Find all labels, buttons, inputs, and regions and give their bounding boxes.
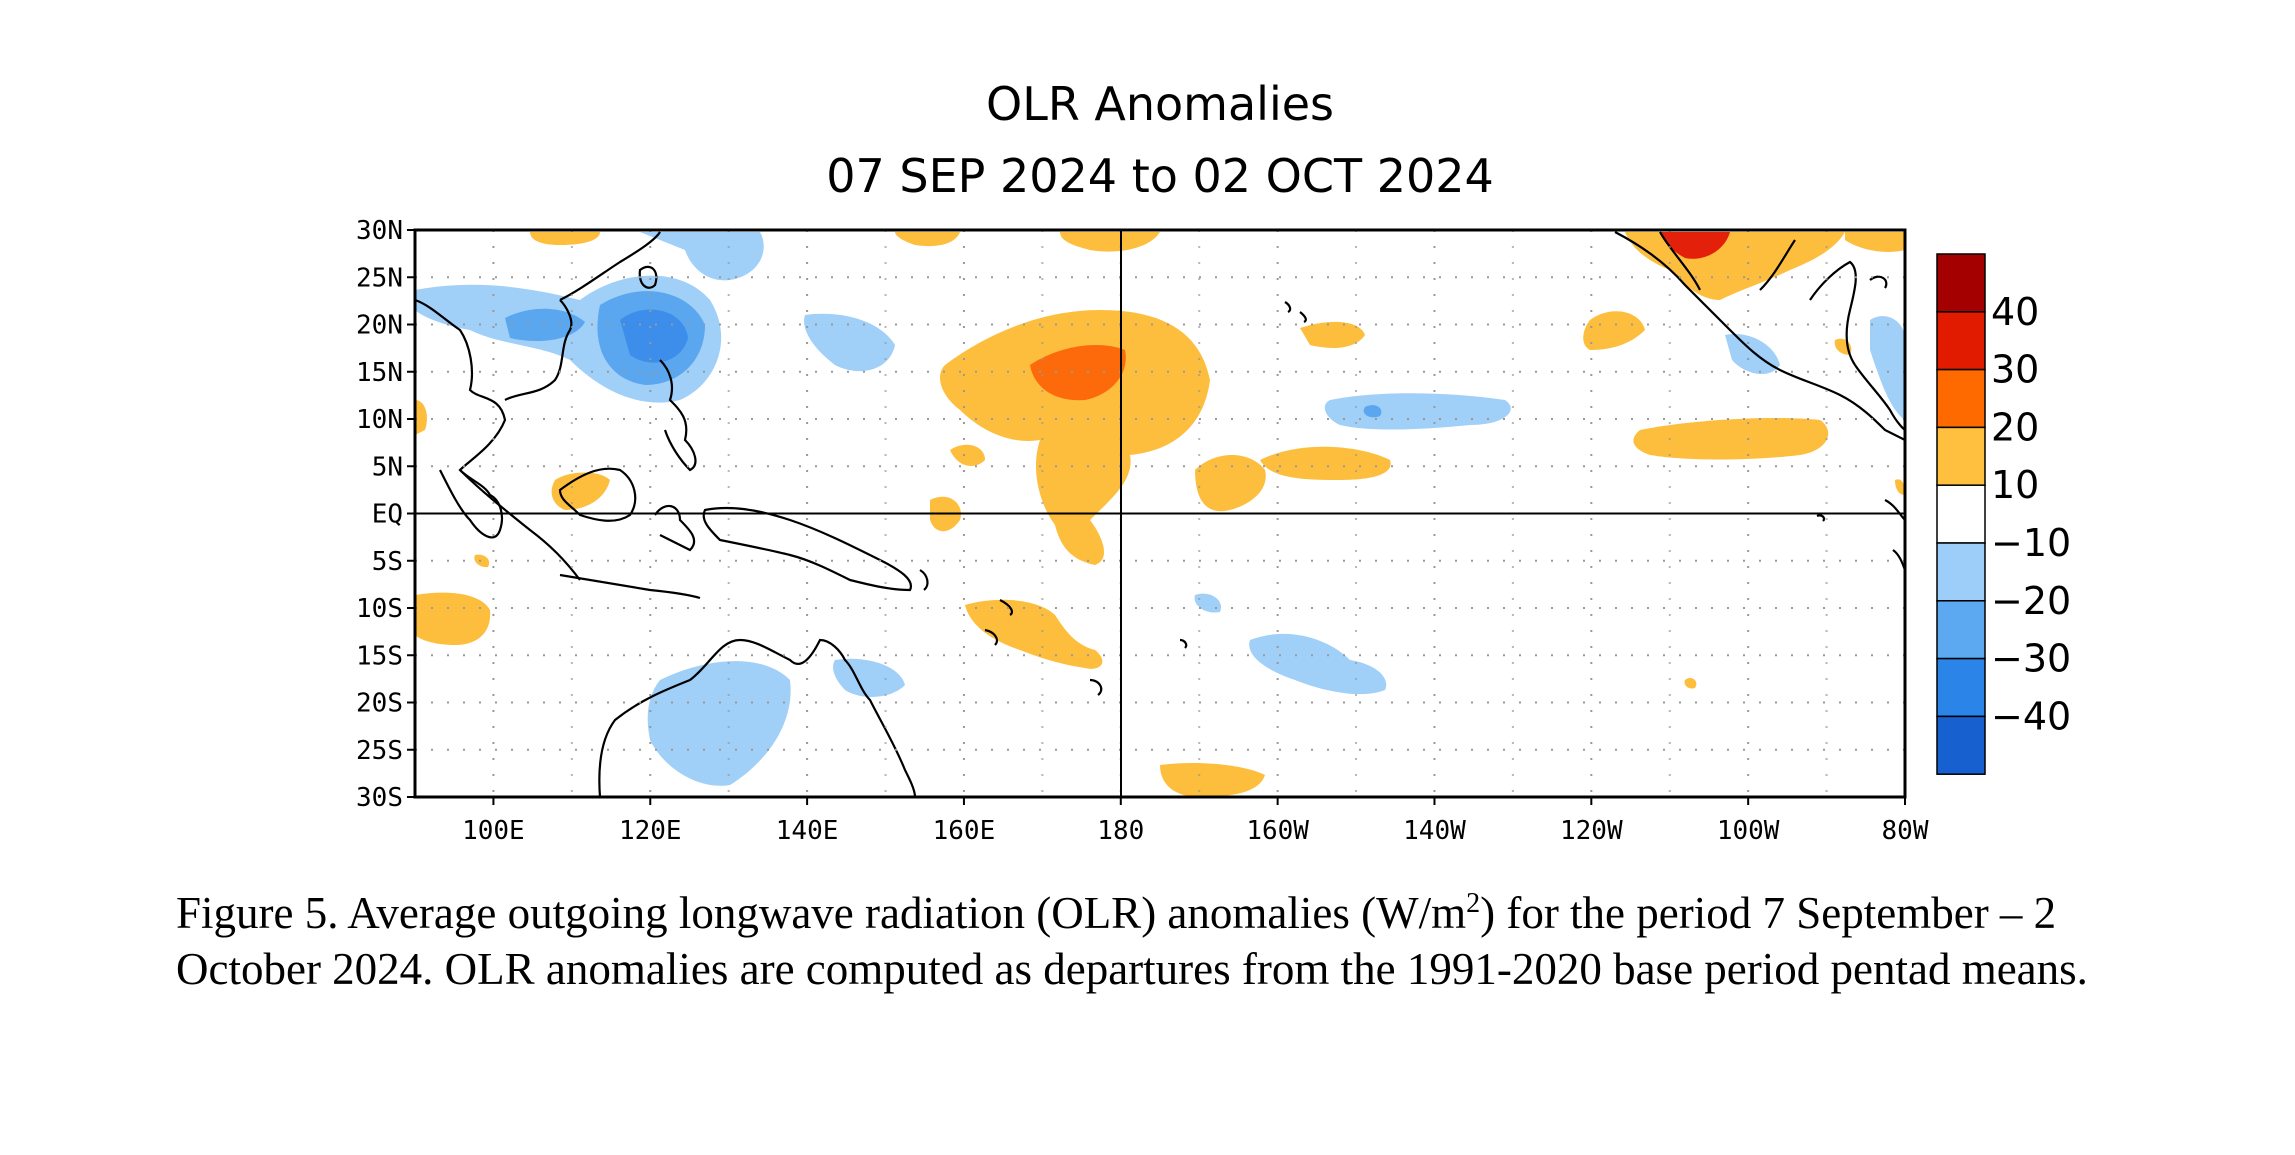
negative-anomaly-australia: [647, 661, 791, 786]
lat-label-15s: 15S: [356, 641, 403, 671]
colorbar-segment: [1936, 484, 1986, 544]
coastline-sulawesi: [654, 504, 696, 552]
caption-superscript: 2: [1466, 888, 1481, 919]
negative-anomaly-south-china-sea: [804, 313, 895, 372]
coastline-australia: [598, 638, 917, 797]
lat-label-eq: EQ: [372, 500, 403, 530]
negative-anomaly-south-pacific: [1249, 633, 1387, 695]
lat-label-5s: 5S: [372, 547, 403, 577]
coastline-java: [559, 573, 701, 600]
lat-label-15n: 15N: [356, 358, 403, 388]
positive-anomaly-coral-sea: [965, 599, 1103, 669]
map-title: OLR Anomalies: [986, 77, 1334, 131]
coastline-sumatra: [459, 469, 581, 581]
coastline-mexico-east: [1759, 239, 1857, 366]
lat-label-30s: 30S: [356, 783, 403, 813]
lon-label-140w: 140W: [1403, 816, 1466, 846]
lat-label-25s: 25S: [356, 736, 403, 766]
positive-anomaly-central-pacific: [1195, 455, 1266, 512]
colorbar-segment: [1936, 426, 1986, 486]
olr-anomaly-shading: [415, 232, 1905, 797]
figure-caption: Figure 5. Average outgoing longwave radi…: [176, 885, 2136, 997]
positive-anomaly-hawaii: [1300, 321, 1365, 348]
map-date-range: 07 SEP 2024 to 02 OCT 2024: [826, 149, 1494, 203]
colorbar-label: 30: [1991, 348, 2039, 392]
caption-text-part1: Figure 5. Average outgoing longwave radi…: [176, 888, 1467, 938]
coastline-north-america: [1614, 231, 1905, 441]
lat-label-20n: 20N: [356, 311, 403, 341]
lat-label-5n: 5N: [372, 452, 403, 482]
colorbar-label: −20: [1991, 579, 2071, 623]
lat-label-25n: 25N: [356, 263, 403, 293]
coastline-taiwan: [638, 265, 658, 289]
colorbar-segment: [1936, 657, 1986, 718]
lon-label-140e: 140E: [776, 816, 839, 846]
negative-anomaly-central-pacific-10n: [1324, 393, 1511, 430]
positive-anomaly-south-central: [1160, 763, 1265, 797]
negative-anomaly-north: [640, 232, 764, 281]
lat-label-20s: 20S: [356, 689, 403, 719]
lon-label-120e: 120E: [619, 816, 682, 846]
longitude-labels: 100E 120E 140E 160E 180 160W 140W 120W 100W 80W: [462, 816, 1929, 846]
lon-label-80w: 80W: [1882, 816, 1929, 846]
lat-label-10s: 10S: [356, 594, 403, 624]
lon-label-120w: 120W: [1560, 816, 1623, 846]
colorbar-segment: [1936, 311, 1986, 371]
coastline-new-guinea: [702, 506, 913, 592]
lat-label-10n: 10N: [356, 405, 403, 435]
colorbar-label: 40: [1991, 290, 2039, 334]
lat-label-30n: 30N: [356, 216, 403, 246]
colorbar-segment: [1936, 253, 1986, 313]
negative-anomaly-central-america: [1725, 334, 1780, 375]
caption-text-part2: ) for the period 7 September – 2 October…: [176, 888, 2088, 994]
lon-label-100e: 100E: [462, 816, 525, 846]
colorbar-segment: [1936, 600, 1986, 660]
positive-anomaly-bay-bengal: [415, 400, 427, 435]
colorbar-label: 20: [1991, 405, 2039, 449]
lon-label-100w: 100W: [1717, 816, 1780, 846]
coastlines: [415, 231, 1905, 797]
colorbar-segment: [1936, 715, 1986, 775]
positive-anomaly-dateline-core: [1030, 345, 1126, 401]
colorbar-segment: [1936, 542, 1986, 602]
lon-label-160e: 160E: [933, 816, 996, 846]
coastline-central-america-east: [1854, 364, 1905, 431]
coastline-philippines: [659, 359, 697, 472]
positive-anomaly-indian-ocean: [415, 592, 491, 645]
coastline-china: [559, 231, 661, 301]
coastline-borneo: [558, 467, 637, 522]
colorbar-segment: [1936, 368, 1986, 429]
map-panel: [407, 228, 1907, 805]
colorbar-label: 10: [1991, 463, 2039, 507]
latitude-labels: 30N 25N 20N 15N 10N 5N EQ 5S 10S 15S 20S 25S 30S: [356, 216, 403, 813]
lon-label-160w: 160W: [1246, 816, 1309, 846]
positive-anomaly-east-pacific: [1633, 418, 1829, 460]
colorbar-label: −40: [1991, 694, 2071, 738]
colorbar-label: −10: [1991, 521, 2071, 565]
colorbar: 40 30 20 10 −10 −20 −30 −40: [1936, 253, 2071, 775]
coastline-baja: [1659, 231, 1701, 291]
lon-label-180: 180: [1097, 816, 1144, 846]
colorbar-label: −30: [1991, 637, 2071, 681]
